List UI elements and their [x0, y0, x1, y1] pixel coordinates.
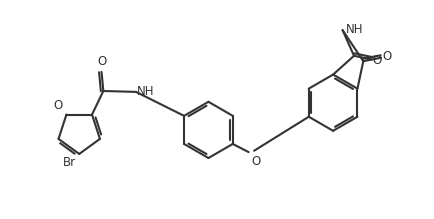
Text: O: O — [381, 50, 391, 63]
Text: NH: NH — [345, 23, 363, 36]
Text: Br: Br — [62, 156, 76, 169]
Text: NH: NH — [137, 85, 155, 98]
Text: O: O — [97, 55, 106, 68]
Text: O: O — [251, 155, 260, 168]
Text: O: O — [372, 54, 381, 67]
Text: O: O — [53, 99, 62, 112]
